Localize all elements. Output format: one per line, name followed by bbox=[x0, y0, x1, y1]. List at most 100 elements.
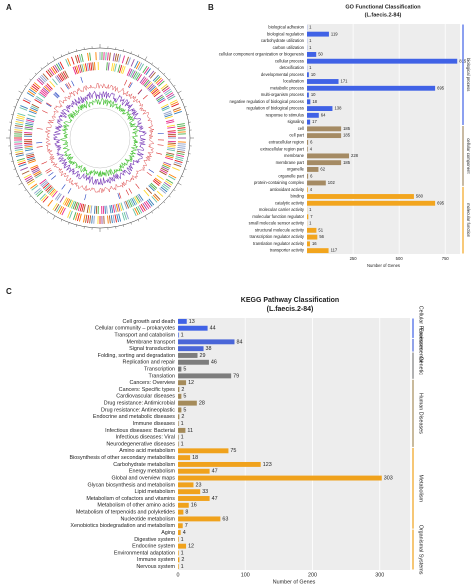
bar bbox=[178, 414, 180, 420]
gene-stripe bbox=[131, 70, 136, 78]
gene-stripe bbox=[134, 72, 139, 80]
category-label: Cancers: Specific types bbox=[119, 387, 176, 393]
rna-tick bbox=[66, 83, 70, 89]
gene-stripe bbox=[160, 103, 169, 109]
x-tick-label: 200 bbox=[308, 572, 317, 578]
gene-stripe bbox=[166, 178, 174, 184]
gene-stripe bbox=[18, 163, 27, 167]
category-label: Biosynthesis of other secondary metaboli… bbox=[70, 455, 176, 461]
gene-stripe bbox=[42, 182, 50, 189]
category-label: Xenobiotics biodegradation and metabolis… bbox=[70, 523, 175, 529]
bar bbox=[307, 187, 308, 193]
category-label: Carbohydrate metabolism bbox=[113, 462, 175, 468]
gene-stripe bbox=[125, 200, 130, 209]
gene-stripe bbox=[40, 180, 48, 186]
category-label: organelle bbox=[287, 167, 305, 172]
bar bbox=[178, 482, 194, 488]
ring-tick bbox=[60, 54, 63, 57]
gene-stripe bbox=[153, 178, 161, 185]
gene-stripe bbox=[33, 170, 41, 176]
gene-stripe bbox=[166, 152, 175, 155]
category-label: cell bbox=[298, 126, 304, 131]
chart-subtitle: (L.faecis.2-84) bbox=[365, 12, 402, 18]
gene-stripe bbox=[29, 108, 38, 113]
gene-stripe bbox=[30, 105, 39, 110]
category-label: Endocrine and metabolic diseases bbox=[93, 414, 175, 420]
category-label: molecular function regulator bbox=[252, 214, 304, 219]
ring-tick bbox=[24, 189, 27, 191]
gene-stripe bbox=[109, 205, 112, 214]
gene-stripe bbox=[177, 127, 186, 130]
gene-stripe bbox=[176, 152, 185, 155]
bar bbox=[178, 366, 182, 372]
value-label: 1 bbox=[181, 435, 184, 441]
bar bbox=[307, 180, 326, 186]
group-label: Metabolism bbox=[418, 474, 424, 502]
group-label: biological process bbox=[466, 58, 471, 91]
rna-tick bbox=[51, 175, 57, 180]
value-label: 79 bbox=[233, 373, 239, 379]
value-label: 50 bbox=[318, 52, 323, 57]
gene-stripe bbox=[17, 112, 26, 117]
gene-stripe bbox=[47, 69, 53, 77]
gene-stripe bbox=[167, 95, 176, 101]
gene-stripe bbox=[78, 213, 82, 222]
category-label: Transcription bbox=[144, 367, 175, 373]
category-label: Folding, sorting and degradation bbox=[98, 353, 175, 359]
ring-tick bbox=[34, 72, 37, 75]
bar bbox=[178, 502, 189, 508]
gene-stripe bbox=[108, 215, 111, 224]
value-label: 695 bbox=[437, 85, 445, 90]
gene-stripe bbox=[67, 199, 72, 208]
gene-stripe bbox=[112, 214, 115, 223]
gene-stripe bbox=[156, 79, 164, 86]
chart-title: KEGG Pathway Classification bbox=[241, 297, 339, 304]
gene-stripe bbox=[177, 146, 186, 149]
gene-stripe bbox=[15, 121, 24, 124]
gene-stripe bbox=[166, 149, 175, 152]
ring-tick bbox=[13, 106, 16, 108]
gene-stripe bbox=[41, 74, 48, 82]
gene-stripe bbox=[94, 205, 96, 214]
gene-stripe bbox=[20, 166, 28, 171]
ring-tick bbox=[157, 206, 160, 209]
value-label: 47 bbox=[212, 469, 218, 475]
gene-stripe bbox=[121, 55, 126, 64]
value-label: 1 bbox=[181, 441, 184, 447]
category-label: Energy metabolism bbox=[129, 469, 176, 475]
gene-stripe bbox=[24, 128, 33, 131]
gene-stripe bbox=[147, 199, 153, 207]
gene-stripe bbox=[31, 103, 40, 109]
gene-stripe bbox=[36, 190, 44, 197]
group-label: molecular function bbox=[466, 203, 471, 238]
bar bbox=[178, 523, 183, 529]
category-label: Transport and catabolism bbox=[114, 332, 175, 338]
gene-stripe bbox=[156, 95, 164, 102]
gene-stripe bbox=[166, 121, 175, 124]
rna-tick bbox=[45, 103, 52, 108]
gene-stripe bbox=[130, 58, 135, 67]
bar bbox=[178, 380, 187, 386]
gene-stripe bbox=[89, 215, 92, 224]
rna-tick bbox=[48, 172, 54, 177]
gene-stripe bbox=[118, 213, 122, 222]
gene-stripe bbox=[167, 144, 176, 146]
x-tick-label: 750 bbox=[442, 256, 450, 261]
bar bbox=[178, 557, 180, 563]
gene-stripe bbox=[30, 107, 38, 112]
gene-stripe bbox=[57, 62, 63, 71]
gene-stripe bbox=[94, 62, 96, 71]
ring-tick bbox=[16, 98, 19, 101]
gene-stripe bbox=[174, 110, 182, 115]
panel-label: C bbox=[6, 287, 12, 296]
gene-stripe bbox=[86, 204, 89, 213]
value-label: 4 bbox=[310, 146, 313, 151]
value-label: 5 bbox=[183, 367, 186, 373]
gene-stripe bbox=[61, 72, 66, 80]
gene-stripe bbox=[123, 212, 128, 220]
category-label: translation regulator activity bbox=[253, 241, 305, 246]
plot-background bbox=[178, 318, 410, 570]
value-label: 16 bbox=[191, 503, 197, 509]
value-label: 123 bbox=[263, 462, 272, 468]
value-label: 1 bbox=[309, 207, 312, 212]
